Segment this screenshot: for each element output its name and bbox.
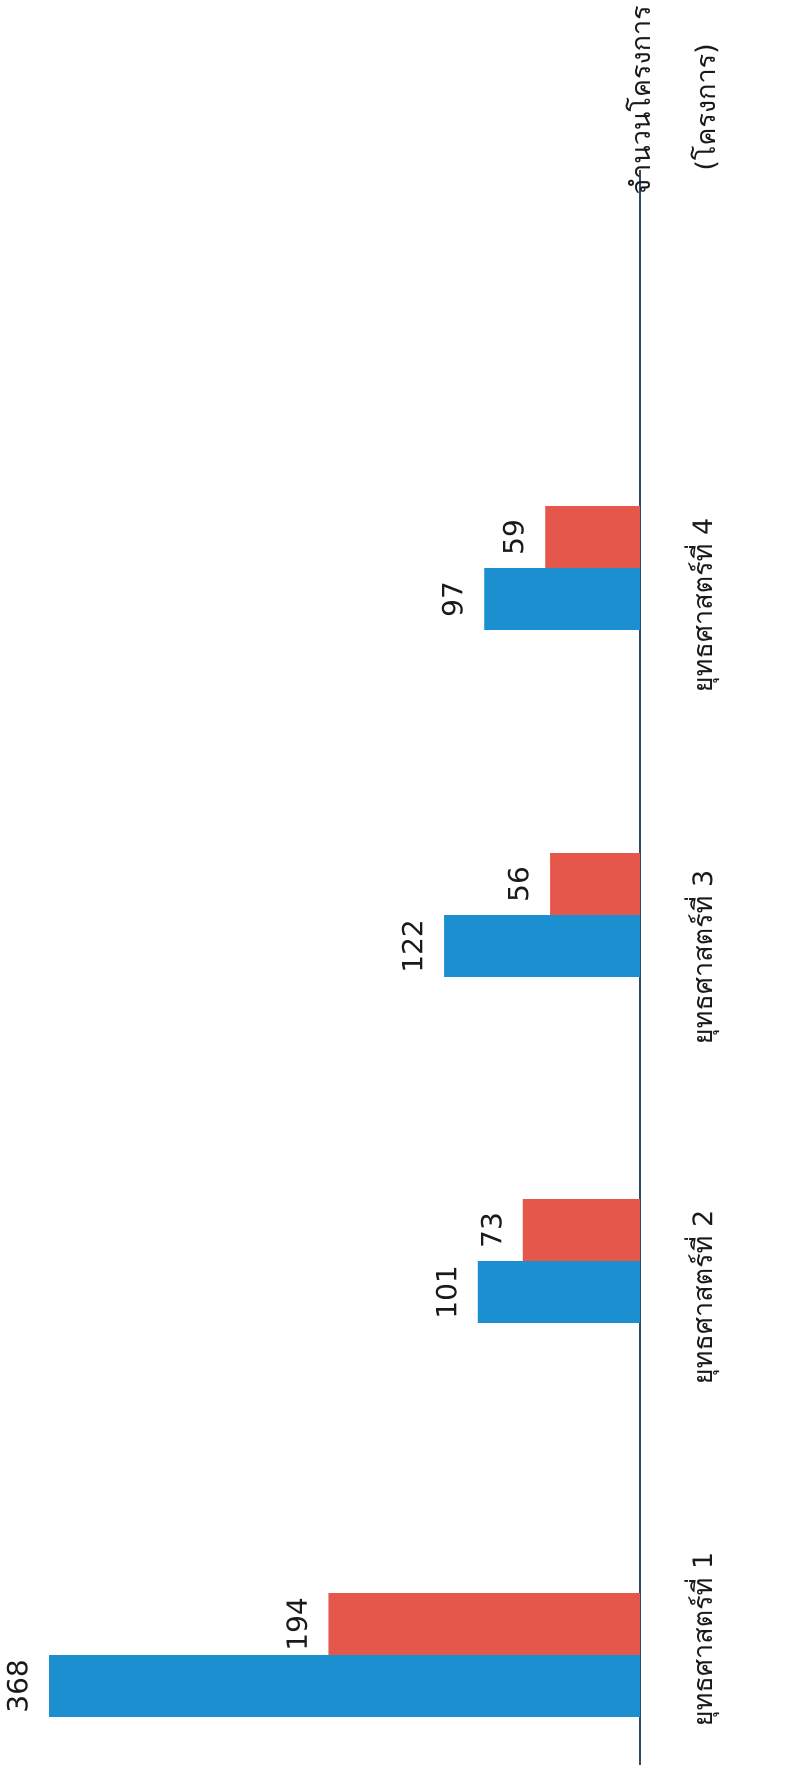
category-label: ยุทธศาสตร์ที่ 2 — [684, 1210, 720, 1384]
data-label: 101 — [430, 1265, 463, 1318]
category-label: ยุทธศาสตร์ที่ 1 — [684, 1552, 720, 1726]
data-label: 368 — [1, 1659, 34, 1712]
data-label: 122 — [396, 919, 429, 972]
bar-blue-3 — [444, 915, 640, 977]
bar-red-3 — [550, 853, 641, 915]
bar-red-1 — [328, 1593, 640, 1655]
data-label: 194 — [280, 1597, 313, 1650]
bar-blue-1 — [49, 1655, 640, 1717]
data-label: 56 — [502, 866, 535, 902]
bar-blue-4 — [484, 568, 641, 630]
data-label: 97 — [436, 581, 469, 617]
bar-red-2 — [522, 1199, 641, 1261]
y-axis-unit-label: (โครงการ) — [691, 43, 722, 170]
bar-red-4 — [545, 506, 640, 568]
data-label: 73 — [475, 1212, 508, 1248]
y-axis-label: จำนวนโครงการ — [626, 5, 657, 194]
category-label: ยุทธศาสตร์ที่ 4 — [684, 518, 720, 692]
bar-blue-2 — [477, 1261, 641, 1323]
category-label: ยุทธศาสตร์ที่ 3 — [684, 870, 720, 1044]
data-label: 59 — [497, 519, 530, 555]
